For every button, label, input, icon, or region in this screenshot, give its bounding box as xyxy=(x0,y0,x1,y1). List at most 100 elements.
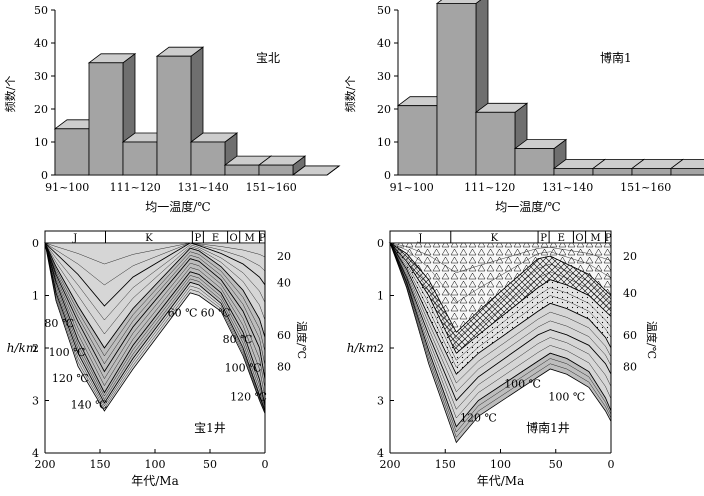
period-label: J xyxy=(72,233,77,244)
period-label: O xyxy=(230,233,238,244)
isotherm-label: 120 ℃ xyxy=(52,372,89,385)
chart-title: 博南1井 xyxy=(526,420,570,435)
period-label: P xyxy=(195,233,202,244)
bar-front xyxy=(631,167,672,176)
layer-line xyxy=(389,242,612,340)
y-tick-label: 50 xyxy=(34,4,48,17)
histogram-baobei: 0 10 20 30 40 50 91~100 111~120 131~140 151~160 均一… xyxy=(3,4,341,214)
temperature-tick-label: 40 xyxy=(277,276,291,289)
x-tick-label: 91~100 xyxy=(45,181,89,194)
layer-line xyxy=(389,242,612,384)
y-tick-label: 0 xyxy=(32,237,39,250)
isotherm-label: 120 ℃ xyxy=(230,391,267,404)
temperature-tick-label: 80 xyxy=(277,360,291,373)
isotherm-label: 100 ℃ xyxy=(548,391,585,404)
x-tick-label: 131~140 xyxy=(178,181,229,194)
y-tick-label: 4 xyxy=(377,447,384,460)
bar-front xyxy=(592,167,633,176)
isotherm-label: 100 ℃ xyxy=(49,346,86,359)
isotherm-label: 80 ℃ xyxy=(44,317,74,330)
y-tick-label: 30 xyxy=(34,70,48,83)
y-axis-label: 频数/个 xyxy=(343,76,357,113)
layer-line xyxy=(389,242,612,410)
layer-line xyxy=(44,242,266,410)
temperature-tick-label: 60 xyxy=(277,329,291,342)
bar-front xyxy=(122,141,158,176)
bar-front xyxy=(670,167,704,176)
temperature-tick-label: 80 xyxy=(623,360,637,373)
layer-line xyxy=(389,242,612,303)
layer-line xyxy=(44,242,266,389)
y-tick-label: 4 xyxy=(32,447,39,460)
y-tick-label: 30 xyxy=(377,70,391,83)
period-label: E xyxy=(558,233,565,244)
layer-line xyxy=(44,242,266,321)
y-tick-label: 1 xyxy=(32,290,39,303)
x-tick-label: 150 xyxy=(435,458,456,471)
layer-line xyxy=(44,242,266,413)
y-axis-label: h/km xyxy=(347,341,377,355)
bar-front xyxy=(514,148,555,176)
y-tick-label: 2 xyxy=(32,342,39,355)
x-tick-label: 111~120 xyxy=(464,181,515,194)
x-tick-label: 0 xyxy=(608,458,615,471)
bar-top xyxy=(291,165,341,176)
isotherm-label: 100 ℃ xyxy=(225,362,262,375)
period-label: M xyxy=(590,233,600,244)
y-tick-label: 10 xyxy=(34,136,48,149)
layer-line xyxy=(389,242,612,368)
period-label: K xyxy=(491,233,499,244)
isotherm-label: 140 ℃ xyxy=(71,398,108,411)
x-tick-label: 50 xyxy=(203,458,217,471)
layer-line xyxy=(389,242,612,347)
temperature-tick-label: 40 xyxy=(623,287,637,300)
period-label: O xyxy=(575,233,583,244)
temperature-axis-label: 温度/℃ xyxy=(645,321,659,359)
x-tick-label: 200 xyxy=(380,458,401,471)
layer-line xyxy=(44,242,266,357)
x-axis-label: 均一温度/℃ xyxy=(145,199,210,214)
bar-101~110 xyxy=(87,52,137,176)
x-tick-label: 131~140 xyxy=(542,181,593,194)
layer-line xyxy=(44,242,266,335)
x-axis-label: 年代/Ma xyxy=(477,474,525,488)
x-tick-label: 200 xyxy=(35,458,56,471)
layer-line xyxy=(44,242,266,286)
x-tick-label: 50 xyxy=(549,458,563,471)
x-tick-label: 150 xyxy=(90,458,111,471)
y-tick-label: 40 xyxy=(34,37,48,50)
y-tick-label: 0 xyxy=(384,169,391,182)
bar-front xyxy=(156,55,192,176)
bar-front xyxy=(88,62,124,176)
layer-line xyxy=(389,242,612,419)
period-label: M xyxy=(244,233,254,244)
temperature-tick-label: 20 xyxy=(277,250,291,263)
chart-title: 博南1 xyxy=(600,50,632,65)
bar-front xyxy=(475,111,516,176)
x-axis-label: 均一温度/℃ xyxy=(495,199,560,214)
y-tick-label: 3 xyxy=(32,395,39,408)
isotherm-label: 60 ℃ xyxy=(168,307,198,320)
chart-title: 宝1井 xyxy=(194,421,226,435)
y-tick-label: 2 xyxy=(377,342,384,355)
x-tick-label: 151~160 xyxy=(246,181,297,194)
layer-line xyxy=(389,242,612,393)
bar-161~170 xyxy=(669,158,704,176)
histogram-bonan1: 0 10 20 30 40 50 91~100 111~120 131~140 151~160 均一… xyxy=(343,0,704,214)
layer-line xyxy=(389,242,612,438)
layer-line xyxy=(44,242,266,366)
y-tick-label: 3 xyxy=(377,395,384,408)
period-label: P xyxy=(259,233,266,244)
y-tick-label: 0 xyxy=(377,237,384,250)
layer-line xyxy=(44,242,266,408)
isotherm-label: 80 ℃ xyxy=(223,333,253,346)
bar-front xyxy=(553,167,594,176)
x-tick-label: 91~100 xyxy=(390,181,434,194)
layer-line xyxy=(389,242,612,433)
y-tick-label: 40 xyxy=(377,37,391,50)
bar-161~170 xyxy=(291,165,341,176)
